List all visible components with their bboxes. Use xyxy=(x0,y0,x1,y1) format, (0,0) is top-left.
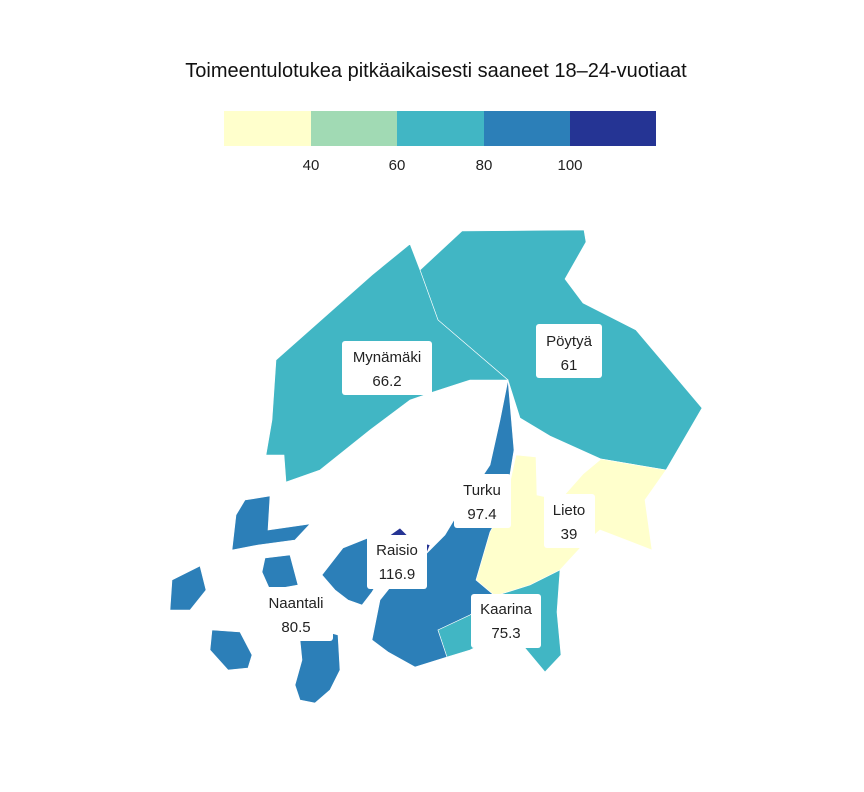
label-naantali: Naantali 80.5 xyxy=(259,587,333,641)
legend-tick: 80 xyxy=(476,157,493,174)
region-value: 80.5 xyxy=(281,619,310,636)
legend-tick: 100 xyxy=(557,157,582,174)
region-name: Naantali xyxy=(268,595,323,612)
label-kaarina: Kaarina 75.3 xyxy=(471,594,541,648)
region-value: 75.3 xyxy=(491,625,520,642)
map-regions xyxy=(169,229,703,704)
region-value: 66.2 xyxy=(372,373,401,390)
color-legend: 40 60 80 100 xyxy=(224,111,656,174)
legend-bin-3 xyxy=(397,111,484,146)
legend-bin-4 xyxy=(484,111,570,146)
label-mynamaki: Mynämäki 66.2 xyxy=(342,341,432,395)
region-name: Lieto xyxy=(553,502,586,519)
label-poytya: Pöytyä 61 xyxy=(536,324,602,378)
region-naantali-island[interactable] xyxy=(209,629,253,671)
region-name: Turku xyxy=(463,482,501,499)
legend-tick: 40 xyxy=(303,157,320,174)
region-name: Kaarina xyxy=(480,601,532,618)
region-value: 97.4 xyxy=(467,506,496,523)
region-value: 39 xyxy=(561,526,578,543)
region-name: Raisio xyxy=(376,542,418,559)
region-name: Pöytyä xyxy=(546,333,593,350)
label-turku: Turku 97.4 xyxy=(454,474,511,528)
region-name: Mynämäki xyxy=(353,349,421,366)
legend-bin-1 xyxy=(224,111,311,146)
label-lieto: Lieto 39 xyxy=(544,494,595,548)
legend-tick: 60 xyxy=(389,157,406,174)
region-naantali-island[interactable] xyxy=(231,495,311,551)
legend-bin-5 xyxy=(570,111,656,146)
region-naantali-island[interactable] xyxy=(261,554,299,591)
label-raisio: Raisio 116.9 xyxy=(367,535,427,589)
region-naantali-island[interactable] xyxy=(169,565,207,611)
legend-bin-2 xyxy=(311,111,397,146)
region-value: 61 xyxy=(561,357,578,374)
region-value: 116.9 xyxy=(379,566,415,583)
region-labels: Mynämäki 66.2 Pöytyä 61 Turku 97.4 Lieto… xyxy=(259,324,602,648)
map-title: Toimeentulotukea pitkäaikaisesti saaneet… xyxy=(185,60,687,82)
